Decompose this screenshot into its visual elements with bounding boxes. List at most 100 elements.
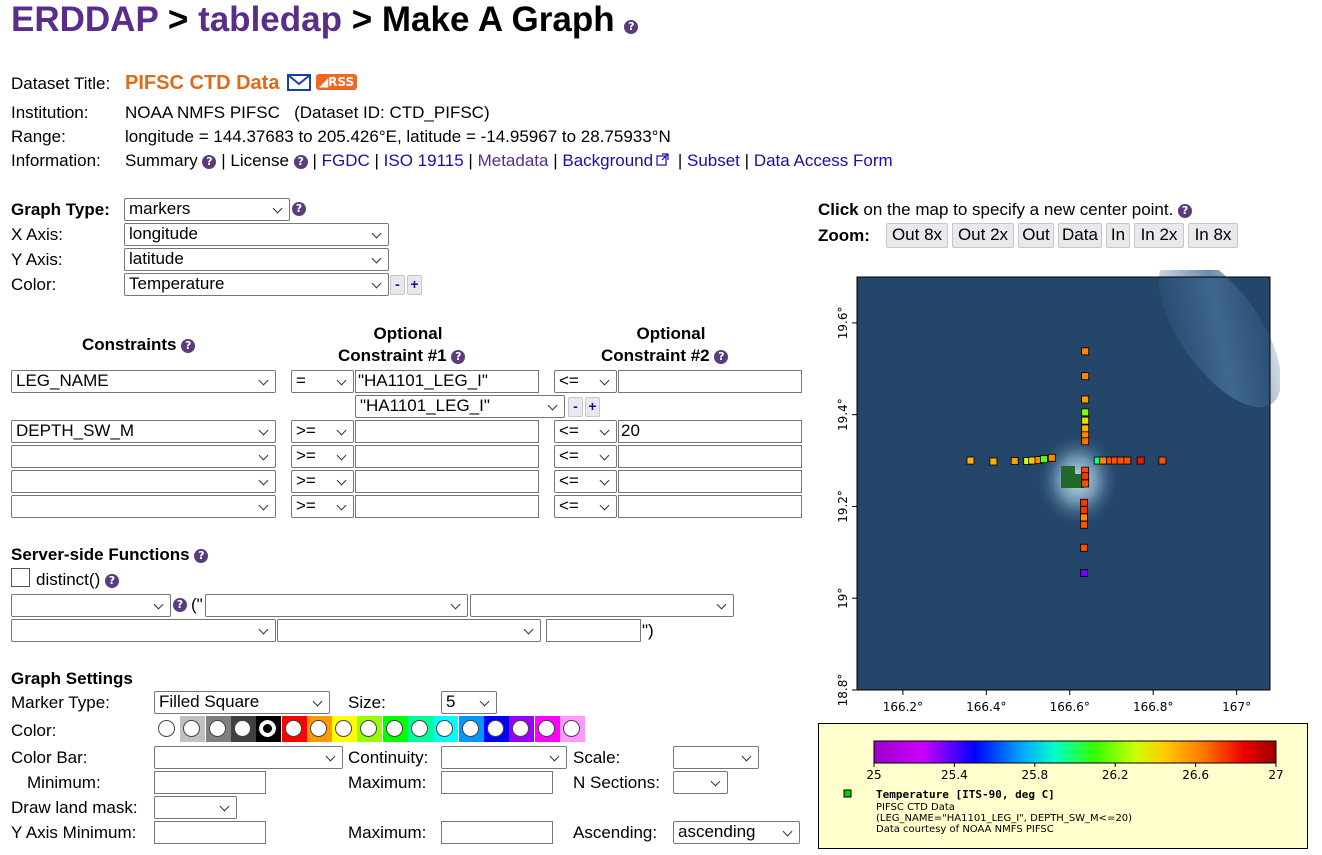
marker-type-select[interactable]: Filled Square [154,691,330,714]
help-icon[interactable]: ? [451,350,466,364]
zoom-in-8x-button[interactable]: In 8x [1188,223,1238,248]
constraint-operator-1-select[interactable]: = [291,370,354,393]
color-swatch[interactable] [483,716,509,742]
background-link[interactable]: Background [562,151,654,170]
help-icon[interactable]: ? [1178,204,1193,218]
erddap-link[interactable]: ERDDAP [11,0,159,39]
colorbar-minimum-input[interactable] [154,771,266,794]
color-swatch[interactable] [306,716,332,742]
constraint-value-2-input[interactable] [618,470,802,493]
function-arg-2-select[interactable] [470,594,734,617]
marker-size-select[interactable]: 5 [441,691,497,714]
zoom-in-button[interactable]: In [1106,223,1130,248]
constraint-value-2-input[interactable] [618,445,802,468]
y-axis-minimum-input[interactable] [154,821,266,844]
constraint-value-1-input[interactable] [355,420,539,443]
constraint-operator-1-select[interactable]: >= [291,495,354,518]
constraint-operator-2-select[interactable]: <= [554,445,617,468]
constraint-value-2-input[interactable] [618,495,802,518]
y-axis-maximum-input[interactable] [441,821,553,844]
constraint-value-1-input[interactable] [355,470,539,493]
color-swatch[interactable] [382,716,408,742]
function-arg-5-input[interactable] [546,619,641,642]
function-arg-4-select[interactable] [277,619,541,642]
help-icon[interactable]: ? [624,20,639,34]
distinct-values-plus-button[interactable]: + [585,397,600,417]
color-swatch[interactable] [180,716,206,742]
color-var-plus-button[interactable]: + [407,275,422,295]
help-icon[interactable]: ? [104,574,119,588]
constraint-value-1-input[interactable] [355,495,539,518]
continuity-select[interactable] [441,746,567,769]
constraint-value-2-input[interactable] [618,370,802,393]
rss-icon[interactable]: ◢RSS [315,74,358,90]
map-plot[interactable]: 166.2° 166.4° 166.6° 166.8° 167° 19.6°19.4°1… [820,270,1280,720]
license-link[interactable]: License [230,151,289,170]
function-arg-3-select[interactable] [11,619,276,642]
help-icon[interactable]: ? [194,549,209,563]
constraint-operator-2-select[interactable]: <= [554,495,617,518]
zoom-data-button[interactable]: Data [1058,223,1102,248]
n-sections-select[interactable] [673,771,728,794]
constraint-value-2-input[interactable]: 20 [618,420,802,443]
constraint-variable-select[interactable]: DEPTH_SW_M [11,420,276,443]
help-icon[interactable]: ? [292,202,306,216]
color-swatch[interactable] [559,716,585,742]
color-swatch[interactable] [332,716,358,742]
data-access-form-link[interactable]: Data Access Form [753,151,893,170]
distinct-values-minus-button[interactable]: - [568,397,583,417]
constraint-operator-2-select[interactable]: <= [554,370,617,393]
zoom-out-2x-button[interactable]: Out 2x [952,223,1014,248]
summary-link[interactable]: Summary [125,151,198,170]
constraint-variable-select[interactable] [11,470,276,493]
color-var-select[interactable]: Temperature [124,273,389,296]
y-axis-select[interactable]: latitude [124,248,389,271]
help-icon[interactable]: ? [293,155,308,169]
email-icon[interactable] [287,74,312,91]
color-swatch[interactable] [408,716,433,742]
zoom-out-8x-button[interactable]: Out 8x [886,223,948,248]
color-var-minus-button[interactable]: - [390,275,405,295]
x-axis-select[interactable]: longitude [124,223,389,246]
land-mask-select[interactable] [154,796,237,819]
color-swatch[interactable] [458,716,484,742]
distinct-values-select[interactable]: "HA1101_LEG_I" [355,395,565,418]
constraint-variable-select[interactable]: LEG_NAME [11,370,276,393]
constraint-operator-1-select[interactable]: >= [291,445,354,468]
color-swatch[interactable] [230,716,256,742]
help-icon[interactable]: ? [714,350,729,364]
function-arg-1-select[interactable] [205,594,468,617]
color-swatch[interactable] [256,716,282,742]
fgdc-link[interactable]: FGDC [321,151,370,170]
subset-link[interactable]: Subset [686,151,740,170]
colorbar-maximum-input[interactable] [441,771,553,794]
graph-type-select[interactable]: markers [124,198,290,221]
ascending-select[interactable]: ascending [673,821,800,844]
constraint-operator-1-select[interactable]: >= [291,470,354,493]
color-swatch[interactable] [281,716,307,742]
color-swatch[interactable] [205,716,231,742]
iso-19115-link[interactable]: ISO 19115 [383,151,464,170]
zoom-out-button[interactable]: Out [1018,223,1054,248]
constraint-value-1-input[interactable]: "HA1101_LEG_I" [355,370,539,393]
color-bar-select[interactable] [154,746,343,769]
help-icon[interactable]: ? [173,598,187,612]
constraint-variable-select[interactable] [11,445,276,468]
constraint-operator-2-select[interactable]: <= [554,420,617,443]
tabledap-link[interactable]: tabledap [198,0,342,39]
metadata-link[interactable]: Metadata [477,151,549,170]
color-swatch[interactable] [357,716,383,742]
color-swatch[interactable] [534,716,560,742]
color-swatch[interactable] [155,716,180,742]
zoom-in-2x-button[interactable]: In 2x [1134,223,1184,248]
constraint-operator-1-select[interactable]: >= [291,420,354,443]
constraint-variable-select[interactable] [11,495,276,518]
help-icon[interactable]: ? [202,155,217,169]
color-swatch[interactable] [509,716,535,742]
constraint-value-1-input[interactable] [355,445,539,468]
help-icon[interactable]: ? [181,339,196,353]
scale-select[interactable] [673,746,759,769]
color-swatch[interactable] [433,716,459,742]
distinct-checkbox[interactable] [11,568,30,587]
function-select[interactable] [11,594,171,617]
